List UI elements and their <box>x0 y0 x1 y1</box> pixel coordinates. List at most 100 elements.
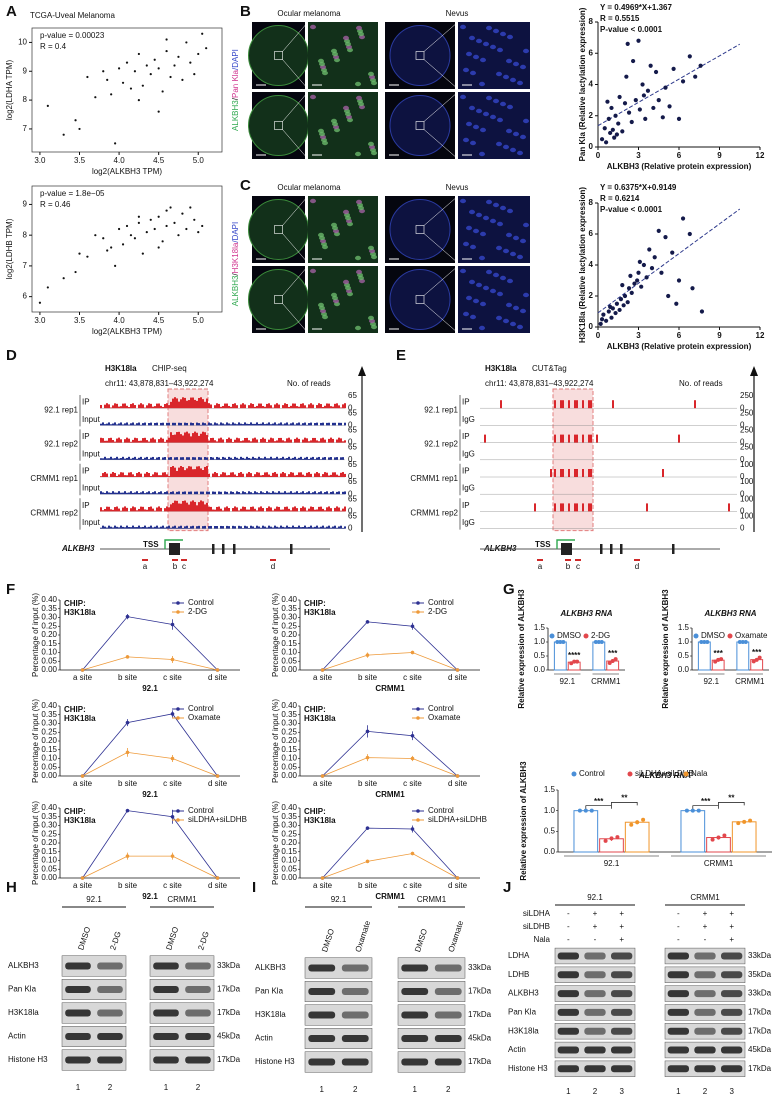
read-bar <box>308 508 310 512</box>
bar <box>624 821 650 853</box>
y-axis-label: log2(LDHA TPM) <box>5 60 14 121</box>
read-bar <box>182 467 184 477</box>
read-bar <box>310 473 312 477</box>
point <box>602 126 607 131</box>
read-bar <box>158 475 160 477</box>
replicate-point <box>713 659 718 664</box>
read-bar <box>196 400 198 409</box>
point <box>157 246 160 249</box>
read-bar <box>172 398 174 409</box>
read-bar <box>258 526 260 529</box>
read-bar <box>294 527 296 529</box>
legend-marker <box>176 707 180 711</box>
point <box>137 98 140 102</box>
x-axis-label: 92.1 <box>142 684 158 693</box>
x-tick-label: 3.5 <box>74 316 86 325</box>
blot-band <box>611 1046 633 1054</box>
read-bar <box>214 526 216 529</box>
read-bar <box>136 527 138 529</box>
read-bar <box>312 456 314 460</box>
point <box>639 284 644 289</box>
read-bar <box>122 492 124 495</box>
y-tick-label: 2 <box>589 291 594 300</box>
read-bar <box>132 525 134 529</box>
read-bar <box>284 491 286 495</box>
y-tick-label: 0.00 <box>41 873 57 882</box>
blot-band <box>694 990 716 998</box>
read-bar <box>112 440 114 443</box>
treatment-sign: - <box>567 922 570 931</box>
tissue-core <box>248 95 309 156</box>
read-bar <box>182 457 184 460</box>
read-bar <box>112 527 114 529</box>
read-bar <box>208 506 210 512</box>
x-tick-label: 12 <box>756 151 765 160</box>
read-bar <box>232 508 234 512</box>
read-bar <box>126 492 128 495</box>
track-scale: 65 <box>348 443 357 452</box>
legend-label: Control <box>428 806 454 815</box>
read-bar <box>130 508 132 512</box>
track-scale: 0 <box>348 403 353 412</box>
read-bar <box>314 459 316 460</box>
read-bar <box>262 525 264 529</box>
blot-band <box>721 971 743 979</box>
read-bar <box>170 432 172 443</box>
read-bar <box>112 405 114 409</box>
point <box>106 249 109 252</box>
marker <box>125 655 130 659</box>
read-bar <box>576 434 578 443</box>
read-bar <box>234 493 236 495</box>
point <box>125 61 129 64</box>
lane-label: Oxamate <box>354 919 373 953</box>
read-bar <box>216 506 218 512</box>
read-bar <box>172 491 174 495</box>
blot-band <box>584 971 606 979</box>
nucleus <box>368 315 374 321</box>
nucleus <box>356 25 362 31</box>
read-bar <box>218 506 220 512</box>
nucleus <box>368 141 374 147</box>
site-mark <box>142 559 148 561</box>
y-tick-label: 0.15 <box>281 847 297 856</box>
read-bar <box>318 473 320 477</box>
nucleus <box>343 209 349 215</box>
read-bar <box>298 422 300 426</box>
point <box>599 317 605 322</box>
read-bar <box>280 422 282 426</box>
read-bar <box>254 527 256 529</box>
point <box>94 96 97 99</box>
read-bar <box>248 423 250 426</box>
read-bar <box>332 406 334 409</box>
read-bar <box>328 525 330 529</box>
nucleus <box>480 301 486 307</box>
read-bar <box>174 397 176 409</box>
read-bar <box>314 423 316 426</box>
read-bar <box>272 491 274 495</box>
replicate-point <box>743 640 748 644</box>
blot-band <box>434 1035 462 1042</box>
read-bar <box>340 472 342 477</box>
read-bar <box>280 473 282 477</box>
site-label: b <box>173 562 178 571</box>
read-bar <box>200 397 202 409</box>
y-axis-label: Percentage of input (%) <box>271 593 280 677</box>
nucleus <box>318 232 324 238</box>
nucleus <box>513 131 519 137</box>
blot-band <box>341 964 369 972</box>
nucleus <box>497 221 503 227</box>
point <box>660 115 665 120</box>
read-bar <box>268 506 270 512</box>
read-bar <box>326 491 328 495</box>
read-bar <box>214 440 216 443</box>
read-bar <box>250 458 252 460</box>
track-scale: 0 <box>348 489 353 498</box>
annotation: H3K18la <box>304 608 336 617</box>
y-tick-label: 0.10 <box>41 754 57 763</box>
replicate-point <box>577 808 582 813</box>
read-bar <box>144 525 146 529</box>
read-bar <box>100 491 102 495</box>
read-bar <box>324 456 326 460</box>
blot-strip <box>149 1002 215 1024</box>
tss-arrow <box>556 539 575 549</box>
